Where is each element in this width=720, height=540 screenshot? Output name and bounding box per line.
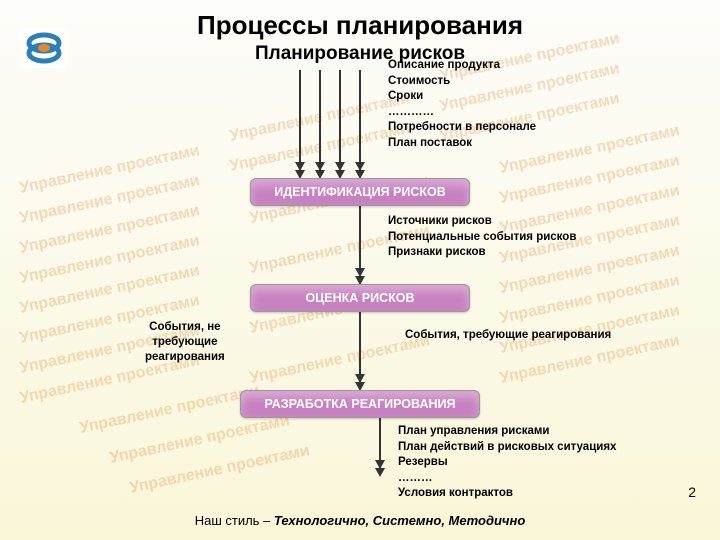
watermark-text: Управление проектами bbox=[498, 152, 681, 208]
watermark-text: Управление проектами bbox=[18, 172, 201, 228]
page-number: 2 bbox=[688, 484, 696, 500]
text-line: Потребности в персонале bbox=[388, 120, 536, 136]
text-line: События, требующие реагирования bbox=[405, 328, 611, 343]
watermark-text: Управление проектами bbox=[78, 382, 261, 438]
text-line: План поставок bbox=[388, 136, 536, 152]
text-line: Потенциальные события рисков bbox=[388, 230, 576, 246]
footer-plain: Наш стиль – bbox=[195, 513, 274, 528]
logo-icon bbox=[24, 31, 64, 65]
page-title: Процессы планирования bbox=[0, 0, 720, 41]
text-line: План управления рисками bbox=[398, 424, 616, 440]
page-subtitle: Планирование рисков bbox=[0, 43, 720, 65]
watermark-text: Управление проектами bbox=[128, 442, 311, 498]
footer-italic: Технологично, Системно, Методично bbox=[274, 513, 525, 528]
watermark-text: Управление проектами bbox=[18, 142, 201, 198]
side-left: События, нетребующиереагирования bbox=[145, 320, 225, 365]
text-line: реагирования bbox=[145, 350, 225, 365]
text-line: Описание продукта bbox=[388, 58, 536, 74]
text-line: Сроки bbox=[388, 89, 536, 105]
stage-response: РАЗРАБОТКА РЕАГИРОВАНИЯ bbox=[240, 390, 480, 418]
stage-assessment: ОЦЕНКА РИСКОВ bbox=[250, 284, 470, 312]
watermark-text: Управление проектами bbox=[18, 232, 201, 288]
watermark-text: Управление проектами bbox=[18, 262, 201, 318]
stage-identification: ИДЕНТИФИКАЦИЯ РИСКОВ bbox=[250, 178, 470, 206]
text-line: Источники рисков bbox=[388, 214, 576, 230]
logo bbox=[20, 28, 68, 68]
watermark-text: Управление проектами bbox=[498, 272, 681, 328]
text-line: Стоимость bbox=[388, 74, 536, 90]
text-line: ……… bbox=[398, 471, 616, 487]
text-line: требующие bbox=[145, 335, 225, 350]
text-line: События, не bbox=[145, 320, 225, 335]
inputs-mid: Источники рисковПотенциальные события ри… bbox=[388, 214, 576, 261]
watermark-text: Управление проектами bbox=[18, 202, 201, 258]
text-line: План действий в рисковых ситуациях bbox=[398, 440, 616, 456]
watermark-text: Управление проектами bbox=[248, 332, 431, 388]
outputs: План управления рискамиПлан действий в р… bbox=[398, 424, 616, 502]
watermark-text: Управление проектами bbox=[108, 412, 291, 468]
text-line: Условия контрактов bbox=[398, 486, 616, 502]
side-right: События, требующие реагирования bbox=[405, 328, 611, 343]
inputs-top: Описание продуктаСтоимостьСроки…………Потре… bbox=[388, 58, 536, 151]
text-line: Резервы bbox=[398, 455, 616, 471]
footer: Наш стиль – Технологично, Системно, Мето… bbox=[0, 513, 720, 528]
text-line: ………… bbox=[388, 105, 536, 121]
text-line: Признаки рисков bbox=[388, 245, 576, 261]
